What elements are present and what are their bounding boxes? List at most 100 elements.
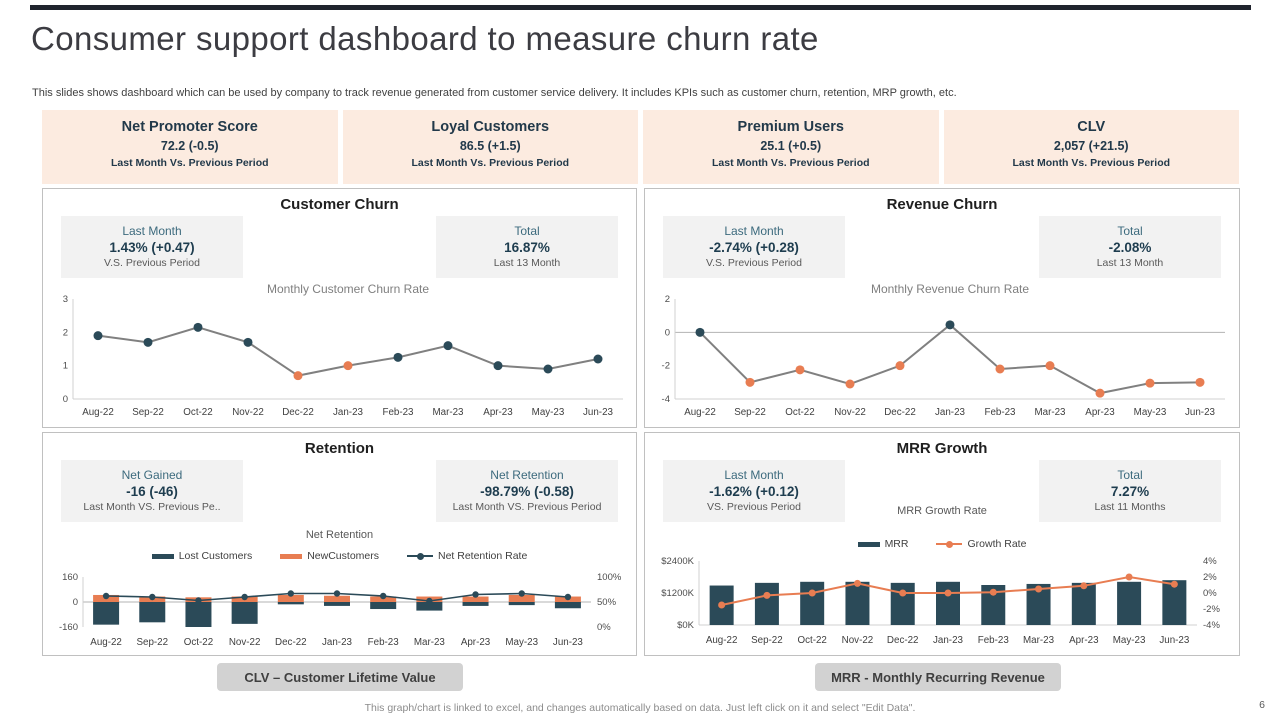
legend-item-net-retention-rate: Net Retention Rate <box>407 550 527 562</box>
svg-text:Nov-22: Nov-22 <box>842 635 874 646</box>
panel-title: Customer Churn <box>280 196 399 213</box>
stat-label: Net Gained <box>121 468 183 482</box>
svg-text:Jan-23: Jan-23 <box>322 637 353 648</box>
svg-text:Sep-22: Sep-22 <box>751 635 783 646</box>
kpi-title: CLV <box>1077 119 1106 135</box>
legend-label: MRR <box>884 538 909 550</box>
svg-text:4%: 4% <box>1203 556 1217 567</box>
customer-churn-last-month-stat: Last Month 1.43% (+0.47) V.S. Previous P… <box>61 216 243 278</box>
svg-text:-2%: -2% <box>1203 604 1220 615</box>
revenue-churn-line-chart[interactable]: 2 0 -2 -4 Aug-22 Sep-22 Oct-22 Nov-22 Dec-22 Jan-… <box>649 281 1235 423</box>
panel-retention: Retention Net Gained -16 (-46) Last Mont… <box>42 432 637 656</box>
legend-item-mrr: MRR <box>857 538 909 550</box>
revenue-churn-last-month-stat: Last Month -2.74% (+0.28) V.S. Previous … <box>663 216 845 278</box>
svg-text:0: 0 <box>63 394 68 405</box>
svg-text:$0K: $0K <box>677 620 695 631</box>
svg-text:Jan-23: Jan-23 <box>333 407 364 418</box>
retention-chart-title: Net Retention <box>305 529 374 541</box>
svg-text:Apr-23: Apr-23 <box>483 407 513 418</box>
panel-title: MRR Growth <box>896 440 988 457</box>
stat-caption: V.S. Previous Period <box>706 257 802 269</box>
svg-text:160: 160 <box>62 572 78 583</box>
legend-label: Net Retention Rate <box>438 550 528 562</box>
mrr-legend: MRR Growth Rate <box>645 538 1239 550</box>
panel-title: Revenue Churn <box>886 196 998 213</box>
svg-text:Aug-22: Aug-22 <box>82 407 114 418</box>
stat-caption: Last Month VS. Previous Period <box>452 501 602 513</box>
stat-caption: Last 11 Months <box>1094 501 1166 513</box>
svg-text:May-23: May-23 <box>505 637 538 648</box>
kpi-caption: Last Month Vs. Previous Period <box>1012 157 1171 169</box>
stat-value: 16.87% <box>504 240 550 255</box>
svg-text:Dec-22: Dec-22 <box>275 637 307 648</box>
panel-mrr-growth: MRR Growth Last Month -1.62% (+0.12) VS.… <box>644 432 1240 656</box>
bar-swatch-icon <box>280 553 303 559</box>
stat-value: -2.74% (+0.28) <box>709 240 799 255</box>
stat-caption: Last Month VS. Previous Pe.. <box>83 501 221 513</box>
svg-text:Apr-23: Apr-23 <box>1085 407 1115 418</box>
svg-text:Dec-22: Dec-22 <box>282 407 314 418</box>
stat-label: Total <box>1117 468 1143 482</box>
svg-text:Mar-23: Mar-23 <box>414 637 446 648</box>
svg-text:Feb-23: Feb-23 <box>978 635 1010 646</box>
stat-value: -2.08% <box>1108 240 1152 255</box>
svg-text:Oct-22: Oct-22 <box>183 407 212 418</box>
svg-text:Oct-22: Oct-22 <box>797 635 826 646</box>
stat-label: Total <box>514 224 540 238</box>
svg-text:Nov-22: Nov-22 <box>232 407 264 418</box>
stat-label: Last Month <box>724 468 784 482</box>
kpi-caption: Last Month Vs. Previous Period <box>110 157 269 169</box>
revenue-churn-total-stat: Total -2.08% Last 13 Month <box>1039 216 1221 278</box>
kpi-caption: Last Month Vs. Previous Period <box>411 157 570 169</box>
svg-text:Feb-23: Feb-23 <box>984 407 1016 418</box>
svg-text:Aug-22: Aug-22 <box>706 635 738 646</box>
svg-text:0%: 0% <box>1203 588 1217 599</box>
svg-text:May-23: May-23 <box>532 407 565 418</box>
svg-text:-2: -2 <box>662 361 670 372</box>
retention-combo-chart[interactable]: 160 0 -160 100% 50% 0% Aug-22 Sep-22 Oct-22 Nov-2… <box>47 571 633 653</box>
stat-value: -1.62% (+0.12) <box>709 484 799 499</box>
svg-text:Mar-23: Mar-23 <box>432 407 464 418</box>
mrr-growth-combo-chart[interactable]: $2400K $1200K $0K 4% 2% 0% -2% -4% Aug-22 Sep-22 O… <box>649 553 1235 651</box>
legend-item-growth-rate: Growth Rate <box>936 538 1026 550</box>
kpi-caption: Last Month Vs. Previous Period <box>711 157 870 169</box>
legend-label: NewCustomers <box>307 550 379 562</box>
svg-text:100%: 100% <box>597 572 622 583</box>
svg-text:Jan-23: Jan-23 <box>935 407 966 418</box>
svg-text:0: 0 <box>665 327 670 338</box>
kpi-row: Net Promoter Score 72.2 (-0.5) Last Mont… <box>42 110 1239 184</box>
customer-churn-total-stat: Total 16.87% Last 13 Month <box>436 216 618 278</box>
svg-text:-4: -4 <box>662 394 670 405</box>
bar-swatch-icon <box>857 541 880 547</box>
mrr-last-month-stat: Last Month -1.62% (+0.12) VS. Previous P… <box>663 460 845 522</box>
kpi-value: 2,057 (+21.5) <box>1053 139 1129 153</box>
svg-text:1: 1 <box>63 361 68 372</box>
retention-net-retention-stat: Net Retention -98.79% (-0.58) Last Month… <box>436 460 618 522</box>
svg-text:$2400K: $2400K <box>661 556 694 567</box>
svg-text:Dec-22: Dec-22 <box>887 635 919 646</box>
svg-text:-160: -160 <box>59 622 78 633</box>
retention-legend: Lost Customers NewCustomers Net Retentio… <box>43 550 636 562</box>
svg-text:Feb-23: Feb-23 <box>368 637 400 648</box>
kpi-title: Premium Users <box>737 119 844 135</box>
stat-label: Net Retention <box>490 468 564 482</box>
kpi-card-loyal-customers: Loyal Customers 86.5 (+1.5) Last Month V… <box>342 110 638 184</box>
svg-text:0: 0 <box>73 597 78 608</box>
stat-caption: V.S. Previous Period <box>104 257 200 269</box>
svg-text:2: 2 <box>665 294 670 305</box>
customer-churn-line-chart[interactable]: 3 2 1 0 Aug-22 Sep-22 Oct-22 Nov-22 Dec-22 Jan-23… <box>47 281 633 423</box>
svg-text:-4%: -4% <box>1203 620 1220 631</box>
stat-caption: Last 13 Month <box>1096 257 1164 269</box>
bar-swatch-icon <box>151 553 174 559</box>
legend-item-new-customers: NewCustomers <box>280 550 379 562</box>
panel-customer-churn: Customer Churn Last Month 1.43% (+0.47) … <box>42 188 637 428</box>
line-swatch-icon <box>936 540 963 548</box>
svg-text:50%: 50% <box>597 597 617 608</box>
kpi-value: 25.1 (+0.5) <box>760 139 822 153</box>
stat-label: Last Month <box>122 224 182 238</box>
svg-text:Dec-22: Dec-22 <box>884 407 916 418</box>
retention-net-gained-stat: Net Gained -16 (-46) Last Month VS. Prev… <box>61 460 243 522</box>
svg-text:Mar-23: Mar-23 <box>1034 407 1066 418</box>
kpi-card-net-promoter-score: Net Promoter Score 72.2 (-0.5) Last Mont… <box>42 110 338 184</box>
svg-text:May-23: May-23 <box>1113 635 1146 646</box>
